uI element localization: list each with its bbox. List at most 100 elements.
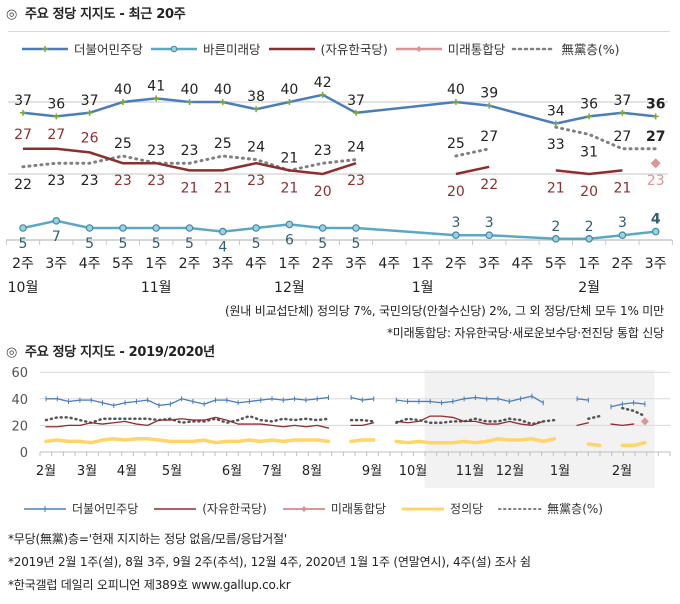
- data-label-hanguk: 21: [547, 180, 565, 196]
- data-label-hanguk: 21: [214, 180, 232, 196]
- series-line-hanguk: [455, 165, 490, 176]
- data-label-bareun: 5: [152, 236, 161, 252]
- data-label-minju: 40: [214, 82, 232, 98]
- data-label-mudang: 23: [81, 173, 99, 189]
- point-minju: [53, 113, 60, 120]
- title-bullet-icon: ◎: [6, 345, 18, 360]
- footnote-mudang-definition: *무당(無黨)층='현재 지지하는 정당 없음/모름/응답거절': [8, 532, 287, 546]
- data-label-mudang: 22: [14, 177, 32, 193]
- data-label-minju: 39: [480, 86, 498, 102]
- series-line-hanguk: [45, 416, 330, 429]
- legend-line-jeongui-icon: [402, 507, 445, 510]
- series-line-jeongui: [620, 440, 647, 448]
- x-month-label: 9월: [362, 464, 382, 479]
- point-bareun: [219, 227, 227, 236]
- data-label-bareun: 5: [185, 236, 194, 252]
- legend-item-mudang: 無黨층(%): [497, 500, 603, 517]
- x-week-label: 3주: [45, 256, 67, 272]
- x-month-label: 1월: [412, 280, 434, 296]
- series-line-minju: [610, 402, 646, 408]
- point-minju: [586, 113, 593, 120]
- point-bareun: [19, 224, 27, 232]
- series-line-jeongui: [394, 436, 557, 445]
- x-week-label: 2주: [12, 256, 34, 272]
- data-label-bareun: 2: [585, 219, 594, 235]
- x-week-label: 2주: [445, 256, 467, 272]
- data-label-mudang: 24: [347, 140, 365, 156]
- data-label-minju: 40: [114, 82, 132, 98]
- series-line-minju: [45, 396, 330, 407]
- x-month-label: 2월: [612, 464, 632, 479]
- point-mirae: [650, 158, 661, 169]
- x-week-label: 3주: [645, 256, 667, 272]
- data-label-hanguk: 23: [147, 173, 165, 189]
- y-tick-label: 60: [11, 366, 28, 381]
- point-bareun: [452, 231, 460, 240]
- x-month-label: 4월: [117, 464, 137, 479]
- footnote-survey-gaps: *2019년 2월 1주(설), 8월 3주, 9월 2주(추석), 12월 4…: [8, 555, 531, 569]
- legend-item-minju: 더불어민주당: [20, 39, 143, 58]
- x-week-label: 4주: [378, 256, 400, 272]
- x-week-label: 2주: [312, 256, 334, 272]
- data-label-hanguk: 26: [81, 130, 99, 146]
- series-line-minju: [576, 398, 590, 401]
- point-bareun: [285, 220, 294, 229]
- data-label-minju: 37: [613, 93, 631, 109]
- x-month-label: 8월: [302, 464, 322, 479]
- x-week-label: 5주: [545, 256, 567, 272]
- data-label-hanguk: 20: [580, 184, 598, 200]
- top-legend: 더불어민주당 바른미래당 (자유한국당) 미래통합당 無黨층(%): [20, 39, 625, 58]
- legend-label: 정의당: [450, 502, 484, 516]
- data-label-mudang: 31: [580, 144, 598, 160]
- x-week-label: 1주: [145, 256, 167, 272]
- data-label-mudang: 23: [47, 173, 65, 189]
- x-week-label: 3주: [212, 256, 234, 272]
- top-title-text: 주요 정당 지지도 - 최근 20주: [25, 7, 186, 22]
- x-month-label: 1월: [550, 464, 570, 479]
- data-label-hanguk: 21: [613, 180, 631, 196]
- legend-label: (자유한국당): [202, 502, 267, 516]
- series-line-hanguk: [576, 422, 590, 427]
- point-bareun: [119, 224, 127, 232]
- legend-item-hanguk: (자유한국당): [152, 500, 267, 517]
- series-line-mudang: [349, 418, 375, 423]
- x-month-label: 12월: [274, 280, 305, 296]
- point-bareun: [152, 224, 161, 232]
- data-label-bareun: 5: [252, 236, 261, 252]
- data-label-hanguk: 23: [247, 173, 265, 189]
- x-week-label: 3주: [478, 256, 500, 272]
- data-label-minju: 36: [47, 96, 65, 112]
- series-line-hanguk: [350, 422, 375, 427]
- data-label-mudang: 23: [314, 143, 332, 159]
- y-tick-label: 20: [11, 419, 28, 434]
- legend-line-minju-icon: [22, 45, 68, 52]
- series-line-hanguk: [23, 147, 357, 176]
- x-week-label: 2주: [179, 256, 201, 272]
- top-chart-title: ◎ 주요 정당 지지도 - 최근 20주: [6, 3, 186, 22]
- data-label-mirae: 23: [647, 173, 665, 189]
- data-label-minju: 40: [181, 82, 199, 98]
- data-label-minju: 40: [280, 82, 298, 98]
- point-minju: [153, 95, 160, 102]
- data-label-mudang: 24: [247, 140, 265, 156]
- data-label-hanguk: 21: [181, 180, 199, 196]
- legend-item-mudang: 無黨층(%): [511, 39, 619, 58]
- legend-label: 無黨층(%): [547, 502, 603, 516]
- legend-line-bareun-icon: [151, 45, 198, 52]
- point-bareun: [85, 224, 94, 232]
- series-line-jeongui: [586, 442, 602, 448]
- point-minju: [86, 109, 93, 116]
- point-minju: [286, 99, 293, 105]
- data-label-bareun: 6: [285, 232, 294, 248]
- data-label-minju: 37: [347, 93, 365, 109]
- legend-label: 더불어민주당: [74, 42, 144, 57]
- legend-line-hanguk-icon: [268, 47, 315, 50]
- data-label-hanguk: 23: [347, 173, 365, 189]
- point-minju: [452, 99, 459, 105]
- legend-line-mudang-icon: [498, 507, 543, 510]
- series-line-mudang: [395, 417, 556, 426]
- highlight-recent-20-weeks: [424, 370, 655, 488]
- data-label-hanguk: 21: [280, 180, 298, 196]
- x-month-label: 10월: [8, 280, 39, 296]
- x-week-label: 1주: [578, 256, 600, 272]
